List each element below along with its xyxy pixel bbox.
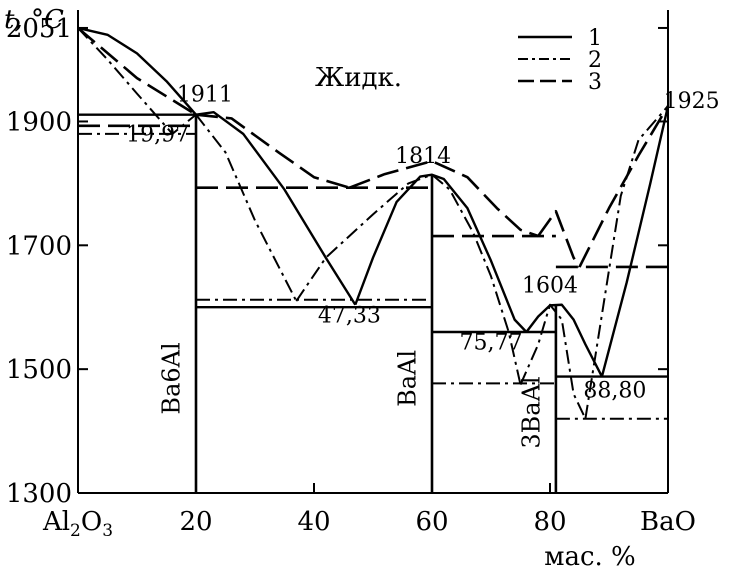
value-annotation: 75,77 (460, 330, 523, 355)
legend-label: 2 (588, 48, 602, 73)
series-1-liquidus (525, 303, 603, 378)
value-annotation: 1604 (522, 273, 578, 298)
lines-layer (77, 10, 670, 494)
series-1-liquidus (354, 173, 528, 333)
y-tick-label: 1500 (6, 355, 72, 385)
series-3-liquidus (537, 209, 581, 268)
legend-label: 3 (588, 70, 602, 95)
series-3-liquidus (348, 159, 539, 238)
series-1-liquidus (77, 26, 197, 116)
value-annotation: 1814 (395, 144, 451, 169)
legend-label: 1 (588, 26, 602, 51)
y-tick-label: 1900 (6, 107, 72, 137)
x-tick-label: 80 (533, 507, 566, 537)
series-1-liquidus (195, 110, 357, 306)
y-tick-label: 1300 (6, 479, 72, 509)
series-3-liquidus (77, 26, 197, 116)
compound-label: 3BaAl (517, 376, 545, 448)
x-axis-label: мас. % (544, 542, 636, 572)
series-2-liquidus (195, 114, 298, 302)
series-2-liquidus (295, 173, 522, 385)
x-tick-label: BaO (640, 507, 696, 537)
value-annotation: 47,33 (318, 304, 381, 329)
compound-label: BaAl (393, 350, 421, 407)
series-2-liquidus (584, 105, 669, 419)
series-1-liquidus (600, 105, 670, 377)
value-annotation: 19,97 (126, 122, 189, 147)
series-3-liquidus (578, 105, 670, 268)
y-axis-label-var: t, °C (4, 5, 64, 35)
x-tick-label: 40 (297, 507, 330, 537)
x-tick-label: 60 (415, 507, 448, 537)
series-2-liquidus (519, 303, 587, 420)
labels-layer: t, °C мас. % Жидк. 1300 1500 1700 1900 2051 A… (4, 5, 720, 572)
region-label-liquid: Жидк. (315, 63, 402, 93)
x-tick-label: 20 (179, 507, 212, 537)
series-3-liquidus (195, 113, 350, 189)
value-annotation: 1911 (177, 83, 233, 108)
series-2-liquidus (77, 27, 197, 135)
compound-label: Ba6Al (157, 342, 185, 414)
value-annotation: 1925 (664, 89, 720, 114)
x-tick-label: Al2O3 (42, 507, 113, 541)
value-annotation: 88,80 (583, 379, 646, 404)
y-tick-label: 2051 (6, 14, 72, 44)
y-axis-label: t, °C (4, 5, 64, 35)
y-tick-label: 1700 (6, 231, 72, 261)
